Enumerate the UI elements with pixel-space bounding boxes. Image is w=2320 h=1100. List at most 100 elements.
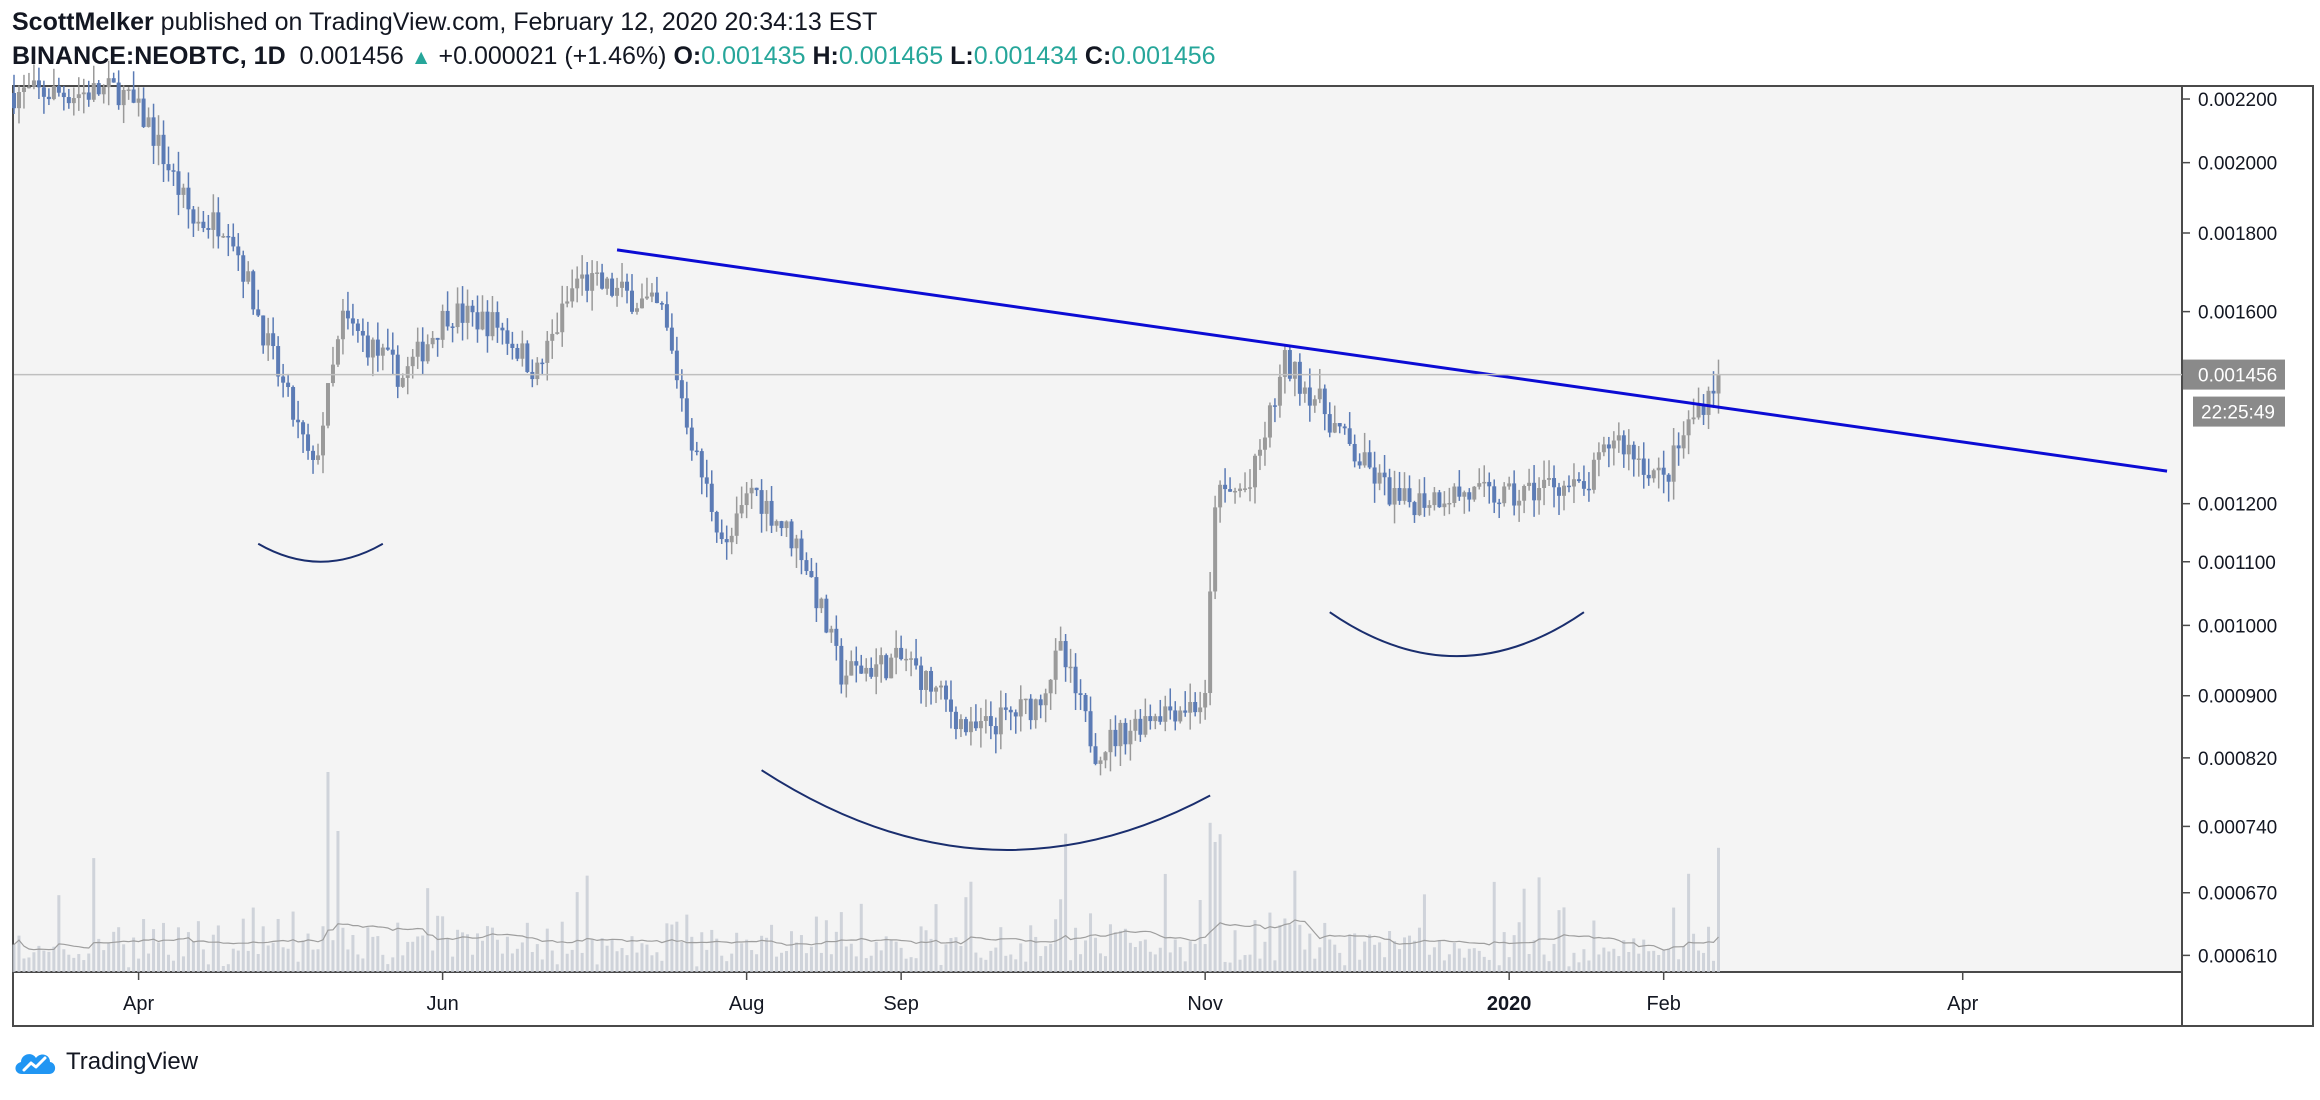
candle-body bbox=[699, 451, 704, 478]
candle-body bbox=[1292, 361, 1297, 379]
volume-bar bbox=[356, 954, 360, 972]
volume-bar bbox=[834, 931, 838, 972]
candle-body bbox=[181, 187, 186, 195]
price-tick-label: 0.000820 bbox=[2198, 749, 2277, 770]
candle-body bbox=[1208, 591, 1213, 694]
price-axis[interactable]: 0.002200 0.002000 0.001800 0.001600 0.001200… bbox=[2182, 90, 2277, 967]
volume-bar bbox=[919, 926, 923, 972]
candle-body bbox=[520, 343, 525, 359]
candle-body bbox=[236, 246, 241, 256]
candle-body bbox=[1651, 470, 1656, 479]
volume-average-layer bbox=[13, 919, 1719, 951]
volume-bar bbox=[1592, 920, 1596, 972]
candle-body bbox=[1661, 467, 1666, 475]
volume-bar bbox=[645, 944, 649, 972]
candle-body bbox=[311, 450, 316, 460]
volume-bar bbox=[1572, 952, 1576, 972]
candle-body bbox=[1686, 419, 1691, 436]
candle-body bbox=[684, 398, 689, 428]
plot-area bbox=[14, 87, 2182, 972]
volume-bar bbox=[181, 956, 185, 972]
candle-body bbox=[176, 171, 181, 195]
candle-body bbox=[804, 560, 809, 572]
volume-bar bbox=[954, 937, 958, 972]
volume-bar bbox=[1143, 939, 1147, 972]
time-axis[interactable]: Apr Jun Aug Sep Nov 2020 Feb Apr bbox=[123, 972, 1979, 1015]
up-triangle-icon: ▲ bbox=[410, 46, 432, 69]
tradingview-footer[interactable]: TradingView bbox=[12, 1047, 198, 1077]
candle-body bbox=[1606, 444, 1611, 449]
volume-bar bbox=[1627, 952, 1631, 972]
candle-body bbox=[605, 278, 610, 289]
volume-bar bbox=[1612, 948, 1616, 972]
candle-body bbox=[1596, 452, 1601, 460]
volume-bar bbox=[1622, 940, 1626, 972]
volume-bar bbox=[1607, 951, 1611, 972]
candle-body bbox=[1028, 698, 1033, 721]
volume-bar bbox=[117, 927, 121, 972]
volume-bar bbox=[700, 932, 704, 972]
author-name[interactable]: ScottMelker bbox=[12, 8, 154, 36]
candle-body bbox=[575, 278, 580, 289]
candle-body bbox=[1581, 481, 1586, 489]
volume-bar bbox=[1263, 941, 1267, 972]
volume-bar bbox=[381, 954, 385, 972]
candle-body bbox=[1238, 488, 1243, 491]
volume-bar bbox=[515, 948, 519, 972]
volume-bar bbox=[665, 923, 669, 972]
candle-body bbox=[1696, 404, 1701, 418]
candle-body bbox=[1367, 452, 1372, 468]
candle-body bbox=[1387, 477, 1392, 505]
volume-bar bbox=[525, 922, 529, 972]
candle-body bbox=[1083, 694, 1088, 712]
candle-body bbox=[1267, 405, 1272, 438]
volume-bar bbox=[1343, 965, 1347, 972]
time-tick-label: Jun bbox=[426, 993, 458, 1015]
candle-body bbox=[1656, 467, 1661, 471]
candle-body bbox=[306, 434, 311, 451]
volume-bar bbox=[211, 934, 215, 972]
candle-body bbox=[316, 455, 321, 460]
candle-body bbox=[939, 685, 944, 688]
candle-body bbox=[654, 292, 659, 304]
candle-body bbox=[1078, 693, 1083, 695]
candle-body bbox=[1716, 374, 1721, 394]
candle-body bbox=[525, 343, 530, 372]
volume-bar bbox=[1467, 948, 1471, 972]
candle-body bbox=[156, 134, 161, 146]
volume-bar bbox=[770, 924, 774, 972]
candle-body bbox=[1397, 488, 1402, 501]
candle-body bbox=[580, 274, 585, 279]
candle-body bbox=[146, 117, 151, 127]
candle-body bbox=[410, 356, 415, 367]
volume-bar bbox=[1243, 955, 1247, 972]
candle-body bbox=[814, 577, 819, 609]
volume-bar bbox=[1313, 958, 1317, 972]
volume-bar bbox=[256, 953, 260, 972]
volume-bar bbox=[461, 932, 465, 972]
candle-body bbox=[1168, 706, 1173, 711]
candle-body bbox=[1277, 376, 1282, 406]
low-value: 0.001434 bbox=[973, 42, 1078, 70]
candle-body bbox=[1003, 707, 1008, 710]
candle-body bbox=[101, 87, 106, 95]
candle-body bbox=[1118, 722, 1123, 747]
volume-bar bbox=[565, 953, 569, 972]
candle-body bbox=[1228, 489, 1233, 492]
symbol-label[interactable]: BINANCE:NEOBTC, 1D bbox=[12, 42, 286, 70]
candle-body bbox=[550, 333, 555, 341]
candle-body bbox=[1487, 481, 1492, 487]
volume-bar bbox=[730, 953, 734, 972]
candle-body bbox=[460, 303, 465, 323]
volume-bar bbox=[216, 925, 220, 972]
candle-body bbox=[41, 87, 46, 97]
volume-bar bbox=[1283, 918, 1287, 972]
candle-body bbox=[630, 290, 635, 312]
volume-bar bbox=[1457, 948, 1461, 972]
volume-bar bbox=[72, 957, 76, 972]
volume-bar bbox=[1278, 925, 1282, 972]
candle-body bbox=[1043, 693, 1048, 706]
candle-body bbox=[1088, 711, 1093, 747]
volume-bar bbox=[152, 929, 156, 972]
price-tick-label: 0.001100 bbox=[2198, 553, 2276, 574]
